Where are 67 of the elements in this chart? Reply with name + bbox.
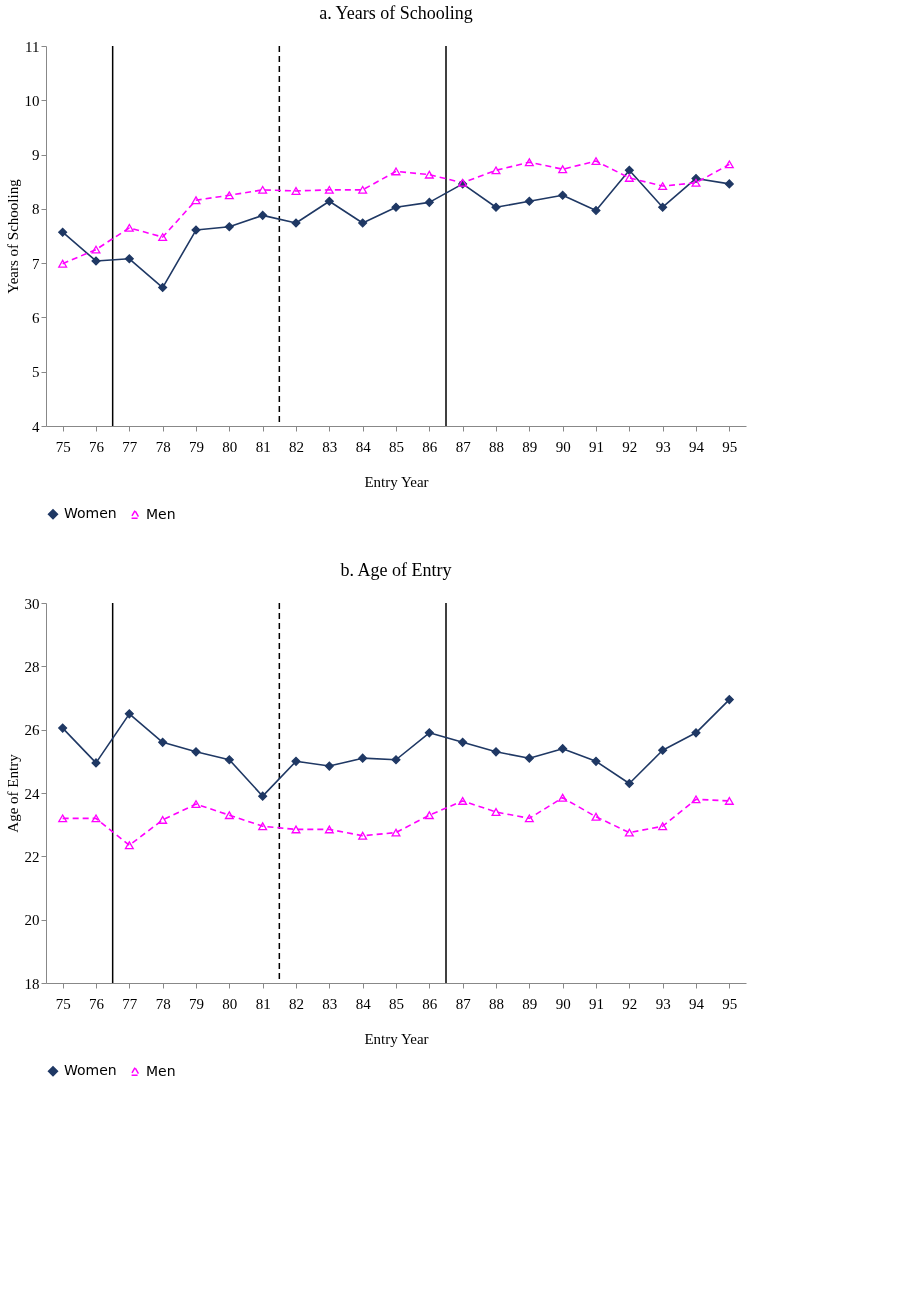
y-tick-label: 30 xyxy=(24,595,40,612)
x-tick-label: 79 xyxy=(189,995,204,1012)
chart-title: b. Age of Entry xyxy=(340,560,452,580)
x-tick-label: 87 xyxy=(455,995,472,1012)
x-tick-label: 88 xyxy=(489,438,504,455)
x-tick-label: 80 xyxy=(222,995,238,1012)
y-tick-label: 22 xyxy=(24,848,40,865)
x-tick-label: 87 xyxy=(455,438,472,455)
x-tick-label: 75 xyxy=(55,438,71,455)
x-tick-label: 89 xyxy=(522,995,538,1012)
y-tick-label: 8 xyxy=(32,201,40,218)
x-tick-label: 93 xyxy=(655,995,671,1012)
x-tick-label: 91 xyxy=(589,995,604,1012)
y-tick-label: 26 xyxy=(24,722,40,739)
y-tick-label: 18 xyxy=(24,975,40,992)
y-tick-label: 5 xyxy=(32,364,40,381)
x-tick-label: 92 xyxy=(622,438,638,455)
y-tick-label: 10 xyxy=(24,92,40,109)
x-axis-title: Entry Year xyxy=(364,473,429,490)
x-tick-label: 84 xyxy=(355,995,372,1012)
y-tick-label: 28 xyxy=(24,658,40,675)
x-tick-label: 81 xyxy=(255,438,271,455)
legend-label: Men xyxy=(146,1062,176,1079)
x-tick-label: 79 xyxy=(189,438,204,455)
x-tick-label: 80 xyxy=(222,438,238,455)
x-tick-label: 82 xyxy=(289,995,304,1012)
y-tick-label: 20 xyxy=(24,912,40,929)
y-tick-label: 24 xyxy=(24,785,40,802)
x-tick-label: 94 xyxy=(689,995,705,1012)
y-tick-label: 4 xyxy=(32,418,40,435)
x-tick-label: 86 xyxy=(422,995,438,1012)
x-tick-label: 75 xyxy=(55,995,71,1012)
x-tick-label: 95 xyxy=(722,995,738,1012)
y-axis-title: Age of Entry xyxy=(4,753,21,833)
x-tick-label: 76 xyxy=(89,438,105,455)
legend-label: Women xyxy=(64,505,117,522)
y-tick-label: 7 xyxy=(32,255,40,272)
x-tick-label: 94 xyxy=(689,438,705,455)
x-tick-label: 84 xyxy=(355,438,372,455)
x-tick-label: 77 xyxy=(122,995,138,1012)
x-tick-label: 89 xyxy=(522,438,538,455)
legend-label: Women xyxy=(64,1062,117,1079)
y-tick-label: 11 xyxy=(25,38,40,55)
legend-label: Men xyxy=(146,505,176,522)
x-tick-label: 93 xyxy=(655,438,671,455)
x-tick-label: 78 xyxy=(155,438,171,455)
x-tick-label: 85 xyxy=(389,995,404,1012)
x-tick-label: 88 xyxy=(489,995,504,1012)
y-tick-label: 6 xyxy=(32,309,40,326)
y-axis-title: Years of Schooling xyxy=(4,178,21,294)
x-tick-label: 90 xyxy=(555,438,571,455)
x-tick-label: 86 xyxy=(422,438,438,455)
x-tick-label: 77 xyxy=(122,438,138,455)
x-axis-title: Entry Year xyxy=(364,1030,429,1047)
x-tick-label: 76 xyxy=(89,995,105,1012)
x-tick-label: 91 xyxy=(589,438,604,455)
x-tick-label: 92 xyxy=(622,995,638,1012)
x-tick-label: 95 xyxy=(722,438,738,455)
x-tick-label: 83 xyxy=(322,995,338,1012)
x-tick-label: 82 xyxy=(289,438,304,455)
x-tick-label: 78 xyxy=(155,995,171,1012)
x-tick-label: 90 xyxy=(555,995,571,1012)
x-tick-label: 81 xyxy=(255,995,271,1012)
chart-title: a. Years of Schooling xyxy=(319,3,473,23)
x-tick-label: 85 xyxy=(389,438,404,455)
x-tick-label: 83 xyxy=(322,438,338,455)
y-tick-label: 9 xyxy=(32,147,40,164)
